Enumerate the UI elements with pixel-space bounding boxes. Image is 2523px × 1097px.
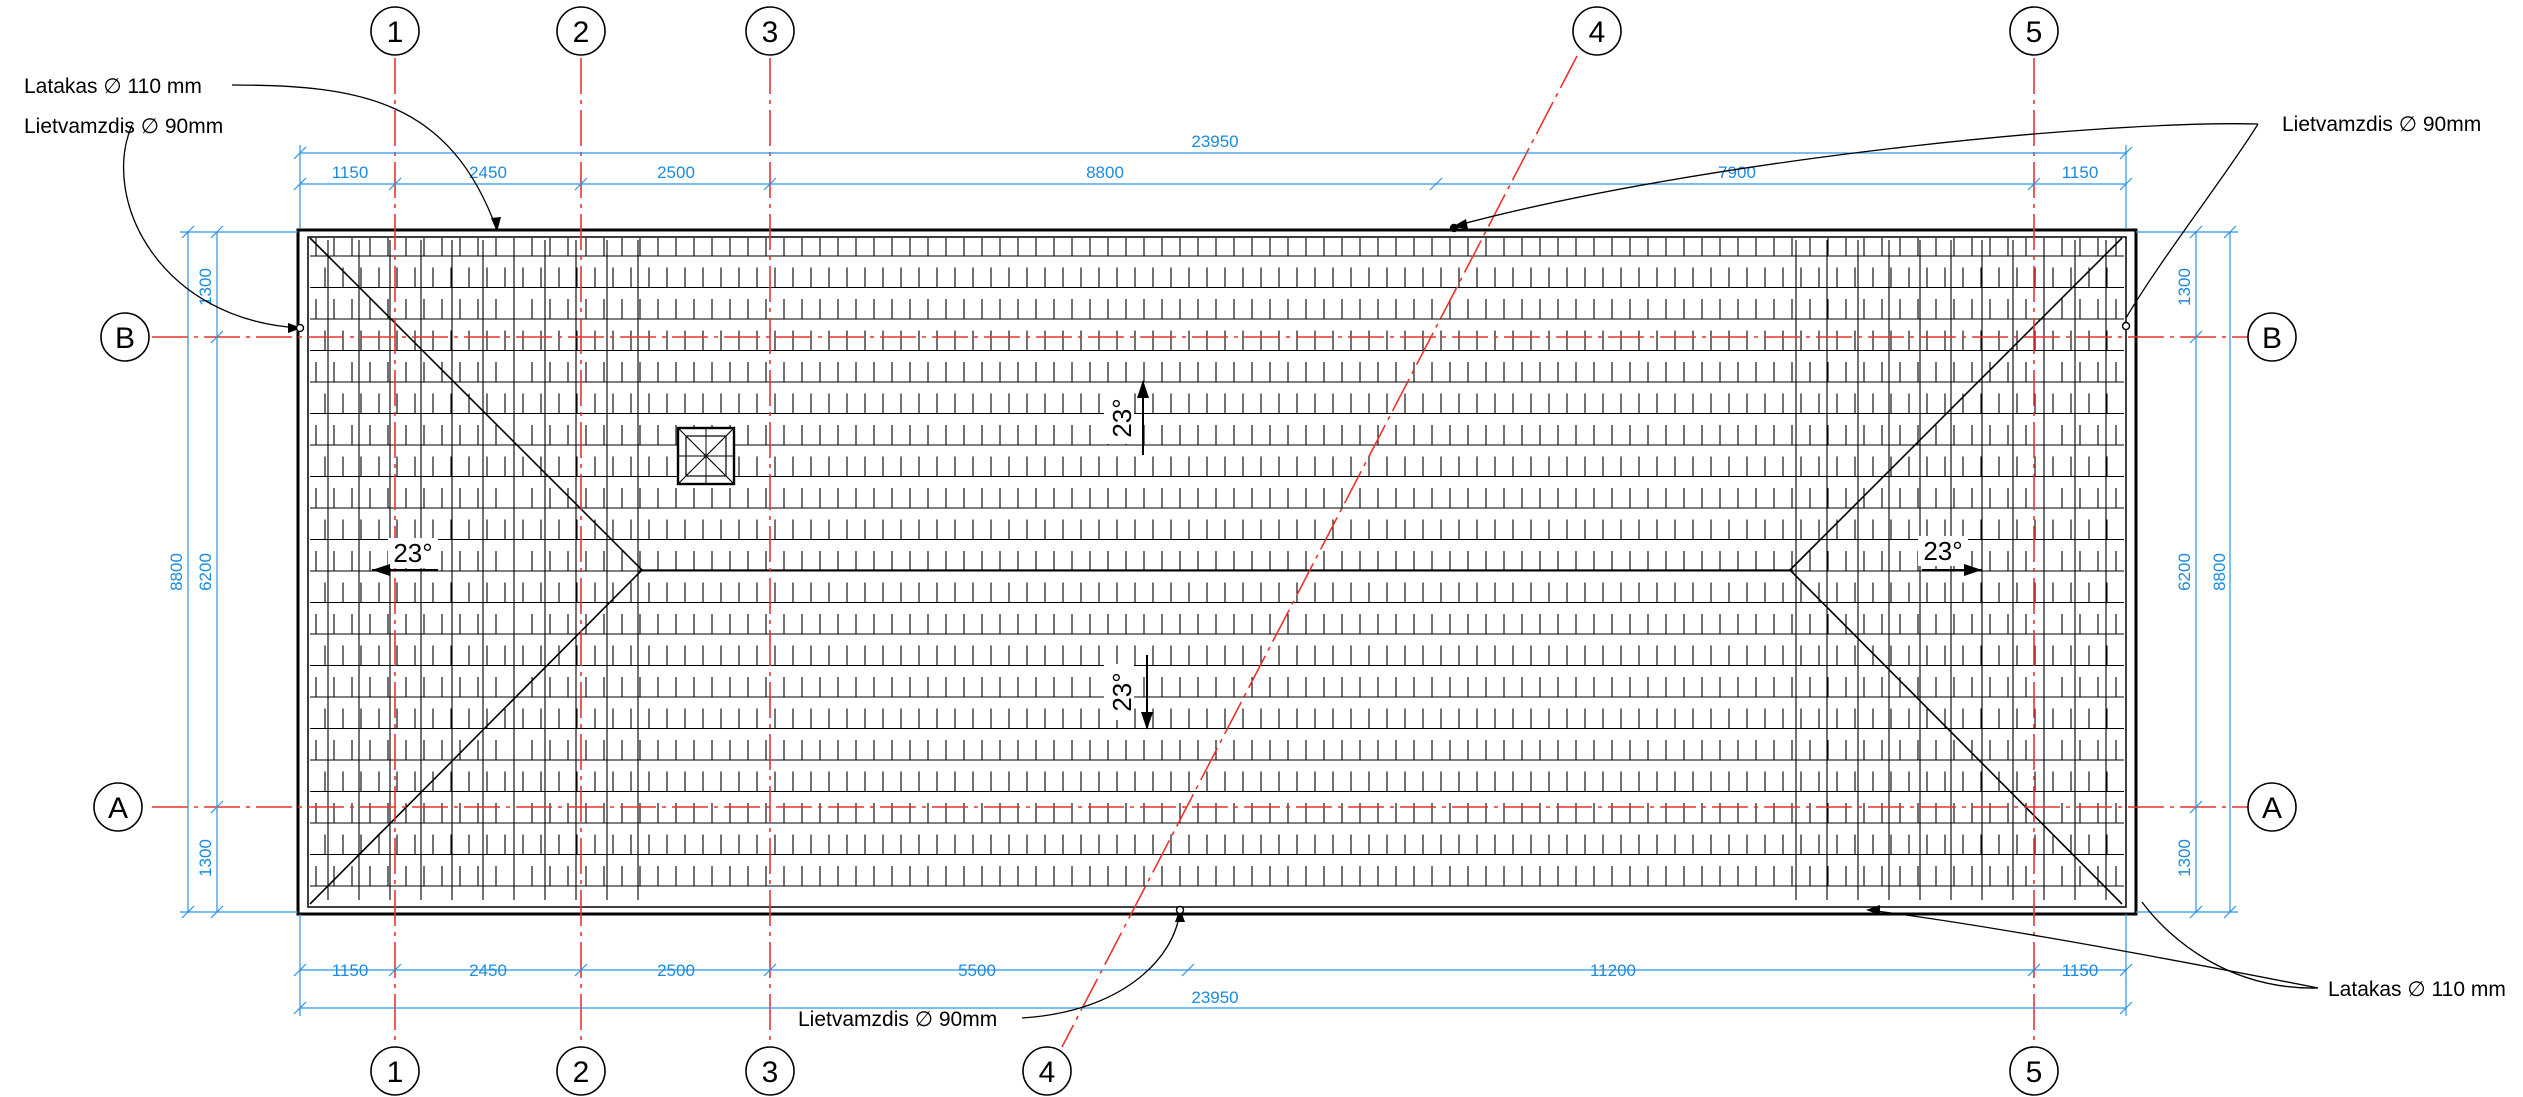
- axis-bubble-A-right: A: [2247, 782, 2297, 832]
- dim-left-segment: 1300: [196, 268, 215, 306]
- dimension-tick: [210, 800, 224, 814]
- dim-right-segment: 1300: [2175, 839, 2194, 877]
- axis-bubble-2-top: 2: [556, 6, 606, 56]
- roof-outline: [296, 228, 2138, 916]
- svg-text:1: 1: [387, 1056, 404, 1089]
- dimension-tick: [388, 177, 402, 191]
- slope-marker-south: 23°: [1104, 655, 1153, 730]
- axis-bubble-4-top: 4: [1572, 6, 1622, 56]
- svg-text:B: B: [115, 322, 135, 355]
- svg-text:23°: 23°: [393, 538, 432, 568]
- dimension-tick: [763, 963, 777, 977]
- svg-text:5: 5: [2026, 16, 2043, 49]
- dim-right-segment: 1300: [2175, 268, 2194, 306]
- dim-top-segment: 2450: [469, 163, 507, 182]
- svg-text:B: B: [2262, 322, 2282, 355]
- dim-left-segment: 6200: [196, 553, 215, 591]
- roof-tile-pattern: [310, 238, 2124, 900]
- note-gutter-bottom-right: Latakas ∅ 110 mm: [2328, 978, 2506, 1001]
- dim-right-total: 8800: [2210, 553, 2229, 591]
- dim-right-segment: 6200: [2175, 553, 2194, 591]
- svg-text:5: 5: [2026, 1056, 2043, 1089]
- dimension-tick: [763, 177, 777, 191]
- dimension-lines: [180, 145, 2238, 1016]
- axis-bubbles: 1 2 3 4 5 1 2 3 4 5 B A B A: [93, 6, 2297, 1096]
- dimension-tick: [2189, 330, 2203, 344]
- arrow-down-icon: [1141, 712, 1153, 730]
- note-gutter-top-left: Latakas ∅ 110 mm: [24, 75, 202, 98]
- axis-bubble-5-bottom: 5: [2009, 1046, 2059, 1096]
- arrow-up-icon: [1137, 380, 1149, 398]
- axis-bubble-B-left: B: [100, 312, 150, 362]
- dim-bottom-segment: 1150: [332, 961, 369, 980]
- axis-bubble-3-top: 3: [745, 6, 795, 56]
- axis-bubble-4-bottom: 4: [1022, 1046, 1072, 1096]
- dim-left-segment: 1300: [196, 839, 215, 877]
- svg-text:1: 1: [387, 16, 404, 49]
- dim-bottom-segment: 2450: [469, 961, 507, 980]
- dimension-tick: [2027, 963, 2041, 977]
- svg-text:4: 4: [1589, 16, 1606, 49]
- dim-bottom-total: 23950: [1191, 988, 1238, 1007]
- dimension-tick: [574, 177, 588, 191]
- slope-marker-north: 23°: [1104, 380, 1149, 455]
- svg-text:2: 2: [573, 1056, 590, 1089]
- arrow-left-icon: [372, 564, 390, 576]
- dim-top-segment: 1150: [332, 163, 369, 182]
- arrow-right-icon: [1964, 564, 1982, 576]
- dim-top-segment: 2500: [657, 163, 695, 182]
- axis-bubble-A-left: A: [93, 782, 143, 832]
- dim-bottom-segment: 2500: [657, 961, 695, 980]
- dim-top-segment: 8800: [1086, 163, 1124, 182]
- svg-text:A: A: [108, 792, 128, 825]
- svg-text:3: 3: [762, 1056, 779, 1089]
- dimension-tick: [1181, 963, 1195, 977]
- dim-bottom-segment: 11200: [1590, 961, 1636, 980]
- dim-left-total: 8800: [167, 553, 186, 591]
- slope-marker-west: 23°: [372, 538, 438, 576]
- dim-bottom-segment: 1150: [2062, 961, 2099, 980]
- svg-text:3: 3: [762, 16, 779, 49]
- note-downpipe-top-right: Lietvamzdis ∅ 90mm: [2282, 113, 2481, 136]
- dimension-tick: [388, 963, 402, 977]
- slope-marker-east: 23°: [1918, 536, 1982, 576]
- axis-bubble-5-top: 5: [2009, 6, 2059, 56]
- note-downpipe-top-left: Lietvamzdis ∅ 90mm: [24, 115, 223, 138]
- annotation-leaders: [123, 84, 2319, 1019]
- axis-bubble-1-bottom: 1: [370, 1046, 420, 1096]
- svg-text:23°: 23°: [1107, 398, 1137, 437]
- dim-top-segment: 7900: [1718, 163, 1756, 182]
- axis-bubble-1-top: 1: [370, 6, 420, 56]
- dimension-tick: [574, 963, 588, 977]
- dimension-tick: [1429, 177, 1443, 191]
- dimension-tick: [210, 330, 224, 344]
- dimension-tick: [2027, 177, 2041, 191]
- axis-bubble-2-bottom: 2: [556, 1046, 606, 1096]
- dim-bottom-segment: 5500: [958, 961, 996, 980]
- svg-text:2: 2: [573, 16, 590, 49]
- axis-bubble-B-right: B: [2247, 312, 2297, 362]
- axis-bubble-3-bottom: 3: [745, 1046, 795, 1096]
- svg-text:23°: 23°: [1923, 536, 1962, 566]
- axis-line-4: [1061, 55, 1578, 1048]
- hip-lines: [309, 237, 2123, 905]
- svg-text:23°: 23°: [1107, 672, 1137, 711]
- svg-text:A: A: [2262, 792, 2282, 825]
- svg-text:4: 4: [1039, 1056, 1056, 1089]
- roof-hatch: [676, 426, 736, 486]
- dim-top-segment: 1150: [2062, 163, 2099, 182]
- dim-top-total: 23950: [1191, 132, 1238, 151]
- note-downpipe-bottom: Lietvamzdis ∅ 90mm: [798, 1008, 997, 1031]
- dimension-tick: [2189, 800, 2203, 814]
